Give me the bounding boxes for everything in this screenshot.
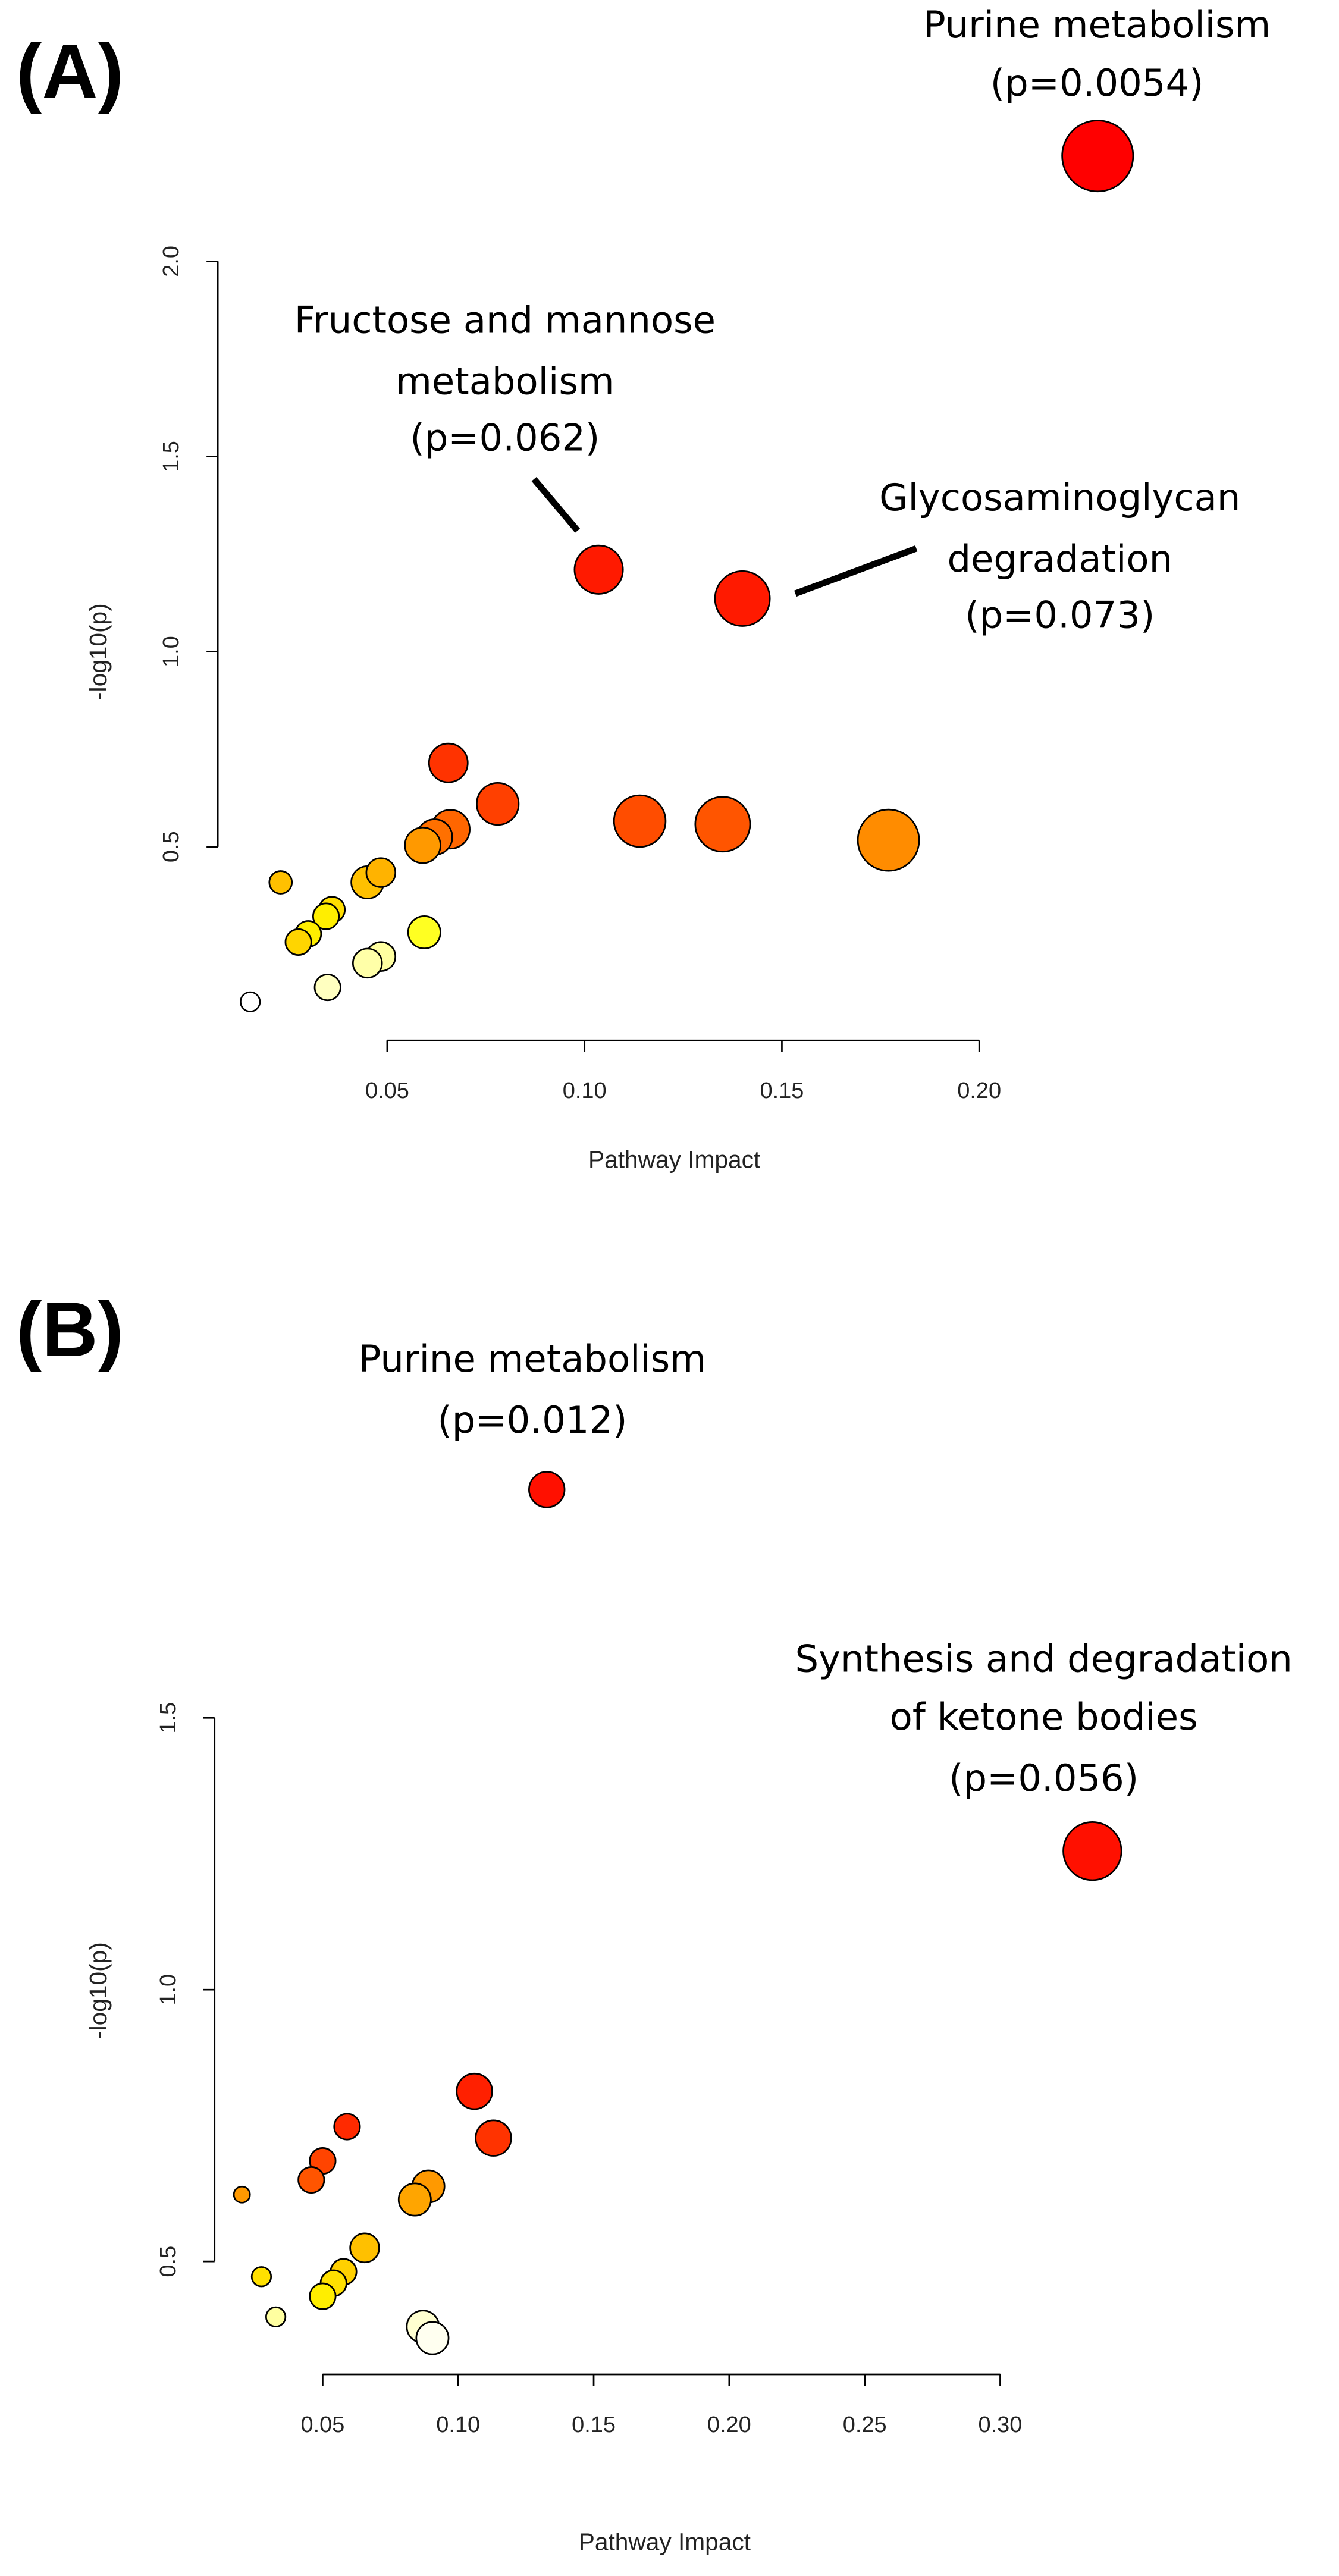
y-tick-label: 1.0	[156, 1974, 181, 2006]
annotation: Fructose and mannose	[294, 298, 716, 341]
annotation: Synthesis and degradation	[795, 1637, 1293, 1680]
bubble	[857, 808, 920, 872]
x-tick-label: 0.20	[707, 2412, 751, 2437]
annotation: Purine metabolism	[923, 3, 1271, 46]
bubble	[313, 973, 341, 1002]
annotation: degradation	[947, 537, 1172, 581]
annotation: (p=0.073)	[965, 594, 1155, 637]
bubble	[240, 991, 261, 1012]
bubble	[297, 2166, 325, 2194]
x-tick-label: 0.10	[563, 1078, 607, 1103]
bubble	[476, 782, 520, 826]
bubble	[397, 2182, 432, 2217]
x-axis-label: Pathway Impact	[579, 2528, 751, 2556]
y-tick-label: 0.5	[159, 831, 184, 862]
x-tick-label: 0.15	[760, 1078, 804, 1103]
bubble	[265, 2306, 287, 2328]
x-tick-label: 0.20	[957, 1078, 1001, 1103]
y-tick-label: 2.0	[159, 246, 184, 277]
bubble	[475, 2119, 512, 2157]
bubble	[694, 796, 751, 853]
bubble	[333, 2113, 361, 2141]
annotation: metabolism	[396, 360, 614, 403]
bubble	[404, 826, 441, 864]
bubble	[312, 902, 340, 930]
bubble	[233, 2185, 251, 2204]
bubble	[352, 947, 383, 979]
bubble	[415, 2321, 450, 2355]
bubble	[349, 2232, 380, 2264]
annotation-connector	[531, 476, 581, 533]
bubble	[250, 2266, 272, 2288]
bubble	[714, 570, 771, 627]
x-axis-label: Pathway Impact	[588, 1146, 760, 1173]
annotation: Purine metabolism	[359, 1337, 706, 1380]
annotation: (p=0.062)	[410, 416, 600, 459]
bubble	[528, 1471, 566, 1508]
x-tick-label: 0.30	[979, 2412, 1023, 2437]
bubble	[365, 857, 397, 888]
annotation-connector	[794, 545, 918, 597]
bubble	[284, 928, 312, 956]
panel-label: (A)	[16, 28, 124, 115]
y-tick-label: 0.5	[156, 2246, 181, 2277]
x-tick-label: 0.05	[365, 1078, 409, 1103]
bubble	[456, 2072, 493, 2110]
annotation: of ketone bodies	[890, 1695, 1198, 1739]
bubble	[407, 915, 441, 949]
y-tick-label: 1.0	[159, 636, 184, 667]
bubble	[1062, 1821, 1122, 1881]
y-tick-label: 1.5	[159, 441, 184, 472]
annotation: (p=0.0054)	[990, 61, 1204, 105]
x-tick-label: 0.10	[436, 2412, 480, 2437]
bubble	[573, 544, 624, 595]
bubble	[268, 870, 293, 895]
bubble	[613, 794, 667, 848]
bubble	[1061, 120, 1134, 193]
y-tick-label: 1.5	[156, 1702, 181, 1734]
x-tick-label: 0.05	[300, 2412, 344, 2437]
x-tick-label: 0.25	[843, 2412, 887, 2437]
x-tick-label: 0.15	[572, 2412, 616, 2437]
panel-label: (B)	[16, 1286, 124, 1373]
bubble	[309, 2282, 337, 2310]
y-axis-label: -log10(p)	[84, 1942, 112, 2039]
bubble	[428, 742, 469, 783]
annotation: (p=0.012)	[437, 1398, 627, 1442]
annotation: Glycosaminoglycan	[879, 476, 1240, 519]
annotation: (p=0.056)	[949, 1756, 1139, 1800]
y-axis-label: -log10(p)	[84, 603, 112, 700]
